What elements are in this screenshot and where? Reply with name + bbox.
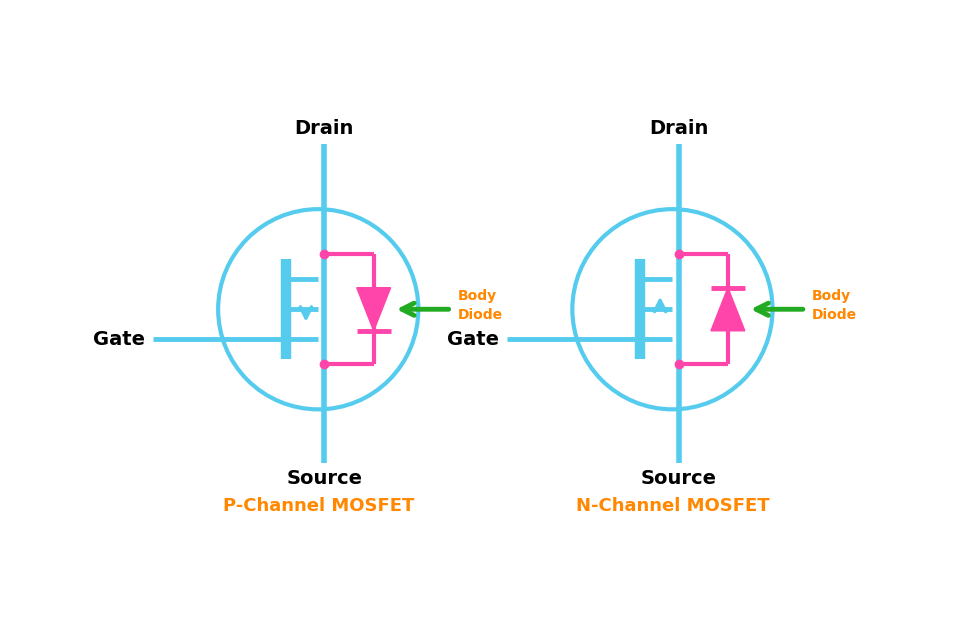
Text: Body
Diode: Body Diode — [458, 289, 503, 322]
Text: Gate: Gate — [447, 330, 499, 349]
Text: N-Channel MOSFET: N-Channel MOSFET — [576, 497, 770, 515]
Polygon shape — [357, 288, 391, 331]
Text: Gate: Gate — [93, 330, 145, 349]
Text: Source: Source — [287, 469, 362, 489]
Text: Source: Source — [641, 469, 717, 489]
Polygon shape — [711, 288, 745, 331]
Text: Body
Diode: Body Diode — [812, 289, 857, 322]
Text: Drain: Drain — [649, 118, 708, 138]
Text: Drain: Drain — [294, 118, 354, 138]
Text: P-Channel MOSFET: P-Channel MOSFET — [223, 497, 414, 515]
